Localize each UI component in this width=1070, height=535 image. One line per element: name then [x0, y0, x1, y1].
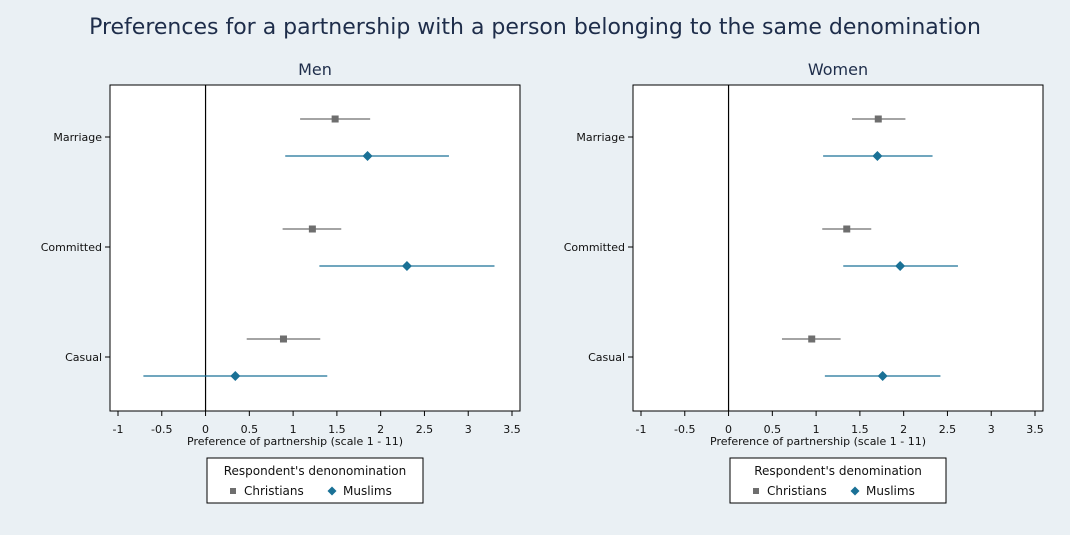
x-tick-label: 0.5: [764, 423, 782, 436]
chart-panels: Men -1 -0.5 0 0.5 1 1.5 2 2.5 3 3.5 Preference of p…: [41, 60, 1044, 504]
legend-marker: [327, 486, 337, 496]
legend-title: Respondent's denonomination: [224, 464, 407, 478]
plot-area: [109, 84, 521, 412]
x-tick-label: 1: [290, 423, 297, 436]
x-tick-label: 1: [813, 423, 820, 436]
point-marker: [230, 371, 241, 381]
point-marker: [331, 115, 339, 123]
x-tick-label: 3.5: [1026, 423, 1044, 436]
legend-title: Respondent's denomination: [754, 464, 922, 478]
point-marker: [872, 151, 883, 161]
x-tick-label: -1: [636, 423, 647, 436]
point-marker: [362, 151, 373, 161]
panel-subtitle: Men: [298, 60, 332, 79]
plot-area: [632, 84, 1044, 412]
y-tick-label: Marriage: [576, 131, 625, 144]
x-axis-label: Preference of partnership (scale 1 - 11): [187, 435, 403, 448]
point-marker: [401, 261, 412, 271]
x-axis-label: Preference of partnership (scale 1 - 11): [710, 435, 926, 448]
x-tick-label: 3: [988, 423, 995, 436]
panel-subtitle: Women: [808, 60, 868, 79]
point-marker: [279, 335, 287, 343]
point-marker: [874, 115, 882, 123]
legend: Respondent's denomination Christians Musli…: [729, 457, 947, 504]
chart-title: Preferences for a partnership with a per…: [89, 15, 981, 40]
x-tick-label: 3.5: [503, 423, 521, 436]
legend-marker: [230, 488, 236, 494]
legend-entry: Muslims: [343, 484, 392, 498]
point-marker: [877, 371, 888, 381]
legend-box: [729, 457, 947, 504]
x-tick-label: 0: [725, 423, 732, 436]
legend: Respondent's denonomination Christians Mus…: [206, 457, 424, 504]
x-tick-label: -0.5: [151, 423, 172, 436]
x-tick-label: 1.5: [851, 423, 869, 436]
point-marker: [808, 335, 816, 343]
x-tick-label: 2.5: [416, 423, 434, 436]
legend-marker: [850, 486, 860, 496]
legend-box: [206, 457, 424, 504]
y-tick-label: Committed: [41, 241, 102, 254]
y-tick-label: Committed: [564, 241, 625, 254]
legend-marker: [753, 488, 759, 494]
legend-entry: Christians: [767, 484, 827, 498]
panel-1: Women -1 -0.5 0 0.5 1 1.5 2 2.5 3 3.5 Preference of…: [564, 60, 1044, 504]
x-tick-label: 0: [202, 423, 209, 436]
legend-entry: Christians: [244, 484, 304, 498]
x-tick-label: 0.5: [241, 423, 259, 436]
point-marker: [843, 225, 851, 233]
panel-0: Men -1 -0.5 0 0.5 1 1.5 2 2.5 3 3.5 Preference of p…: [41, 60, 521, 504]
x-tick-label: 2: [900, 423, 907, 436]
x-tick-label: 1.5: [328, 423, 346, 436]
y-tick-label: Casual: [65, 351, 102, 364]
x-tick-label: -1: [113, 423, 124, 436]
point-marker: [895, 261, 906, 271]
point-marker: [308, 225, 316, 233]
x-tick-label: 2.5: [939, 423, 957, 436]
x-tick-label: -0.5: [674, 423, 695, 436]
y-tick-label: Casual: [588, 351, 625, 364]
legend-entry: Muslims: [866, 484, 915, 498]
y-tick-label: Marriage: [53, 131, 102, 144]
x-tick-label: 2: [377, 423, 384, 436]
x-tick-label: 3: [465, 423, 472, 436]
